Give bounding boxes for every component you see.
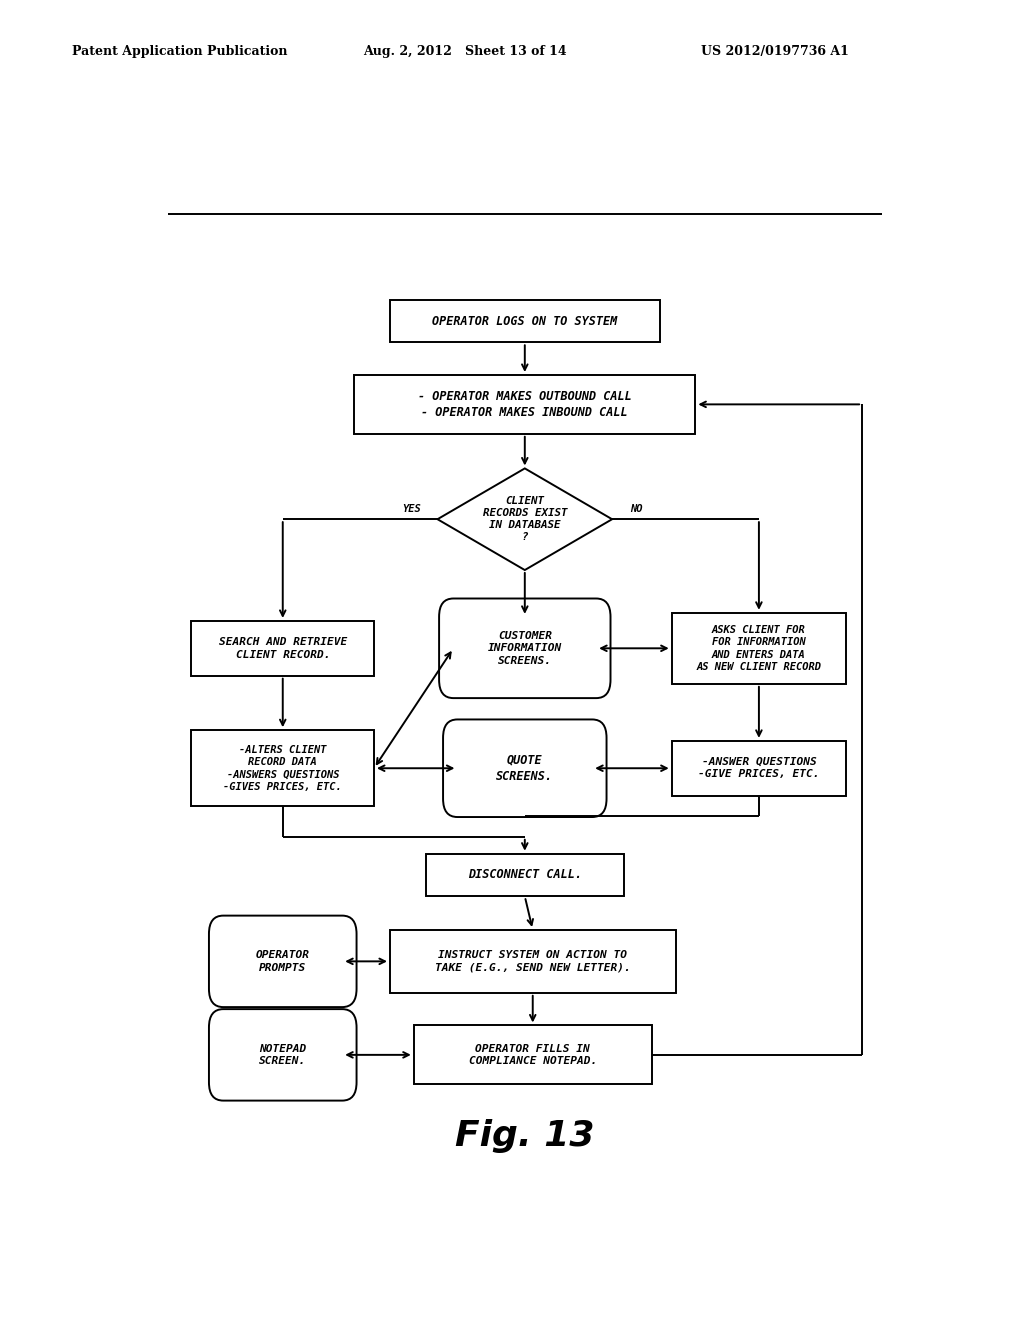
FancyBboxPatch shape xyxy=(191,730,374,807)
Text: Fig. 13: Fig. 13 xyxy=(455,1119,595,1154)
Text: OPERATOR
PROMPTS: OPERATOR PROMPTS xyxy=(256,950,309,973)
Text: OPERATOR LOGS ON TO SYSTEM: OPERATOR LOGS ON TO SYSTEM xyxy=(432,314,617,327)
Text: SEARCH AND RETRIEVE
CLIENT RECORD.: SEARCH AND RETRIEVE CLIENT RECORD. xyxy=(219,638,347,660)
FancyBboxPatch shape xyxy=(209,1008,356,1101)
FancyBboxPatch shape xyxy=(426,854,624,896)
FancyBboxPatch shape xyxy=(390,300,659,342)
Text: US 2012/0197736 A1: US 2012/0197736 A1 xyxy=(701,45,849,58)
Text: CUSTOMER
INFORMATION
SCREENS.: CUSTOMER INFORMATION SCREENS. xyxy=(487,631,562,665)
Text: Aug. 2, 2012   Sheet 13 of 14: Aug. 2, 2012 Sheet 13 of 14 xyxy=(364,45,567,58)
Text: - OPERATOR MAKES OUTBOUND CALL
- OPERATOR MAKES INBOUND CALL: - OPERATOR MAKES OUTBOUND CALL - OPERATO… xyxy=(418,389,632,418)
Text: NOTEPAD
SCREEN.: NOTEPAD SCREEN. xyxy=(259,1044,306,1067)
FancyBboxPatch shape xyxy=(191,620,374,676)
FancyBboxPatch shape xyxy=(414,1026,651,1084)
FancyBboxPatch shape xyxy=(354,375,695,434)
Text: CLIENT
RECORDS EXIST
IN DATABASE
?: CLIENT RECORDS EXIST IN DATABASE ? xyxy=(482,496,567,543)
Text: QUOTE
SCREENS.: QUOTE SCREENS. xyxy=(497,754,553,783)
Text: DISCONNECT CALL.: DISCONNECT CALL. xyxy=(468,869,582,882)
FancyBboxPatch shape xyxy=(439,598,610,698)
Text: INSTRUCT SYSTEM ON ACTION TO
TAKE (E.G., SEND NEW LETTER).: INSTRUCT SYSTEM ON ACTION TO TAKE (E.G.,… xyxy=(435,950,631,973)
FancyBboxPatch shape xyxy=(672,741,846,796)
Polygon shape xyxy=(437,469,612,570)
Text: NO: NO xyxy=(630,504,642,513)
Text: -ANSWER QUESTIONS
-GIVE PRICES, ETC.: -ANSWER QUESTIONS -GIVE PRICES, ETC. xyxy=(698,758,819,779)
FancyBboxPatch shape xyxy=(443,719,606,817)
Text: YES: YES xyxy=(402,504,421,513)
Text: ASKS CLIENT FOR
FOR INFORMATION
AND ENTERS DATA
AS NEW CLIENT RECORD: ASKS CLIENT FOR FOR INFORMATION AND ENTE… xyxy=(696,624,821,672)
FancyBboxPatch shape xyxy=(672,612,846,684)
Text: -ALTERS CLIENT
RECORD DATA
-ANSWERS QUESTIONS
-GIVES PRICES, ETC.: -ALTERS CLIENT RECORD DATA -ANSWERS QUES… xyxy=(223,744,342,792)
Text: Patent Application Publication: Patent Application Publication xyxy=(72,45,287,58)
FancyBboxPatch shape xyxy=(209,916,356,1007)
FancyBboxPatch shape xyxy=(390,929,676,993)
Text: OPERATOR FILLS IN
COMPLIANCE NOTEPAD.: OPERATOR FILLS IN COMPLIANCE NOTEPAD. xyxy=(469,1044,597,1067)
